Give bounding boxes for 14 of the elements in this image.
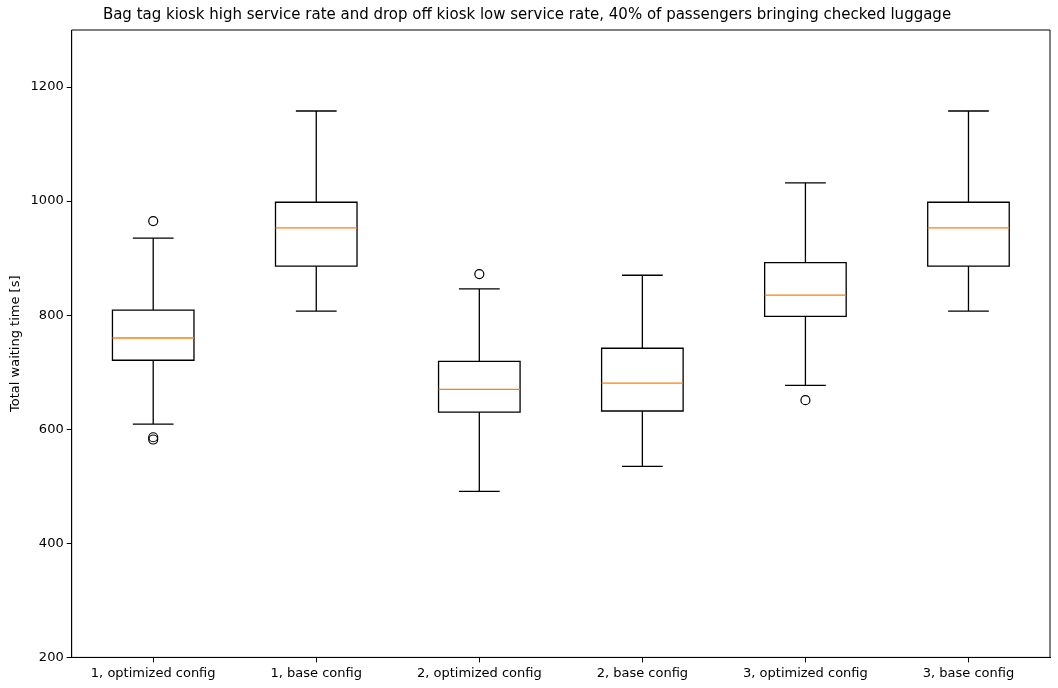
y-tick-label: 800 — [38, 306, 64, 322]
x-tick-label: 2, optimized config — [416, 664, 542, 680]
x-tick-label: 1, optimized config — [90, 664, 216, 680]
x-tick-label: 1, base config — [270, 664, 362, 680]
y-axis-title: Total waiting time [s] — [7, 275, 23, 413]
y-tick-label: 200 — [38, 648, 64, 664]
y-tick-label: 400 — [38, 534, 64, 550]
x-tick-label: 3, optimized config — [743, 664, 868, 680]
x-tick-label: 3, base config — [922, 664, 1015, 680]
chart-title: Bag tag kiosk high service rate and drop off kiosk low service rate, 40% of passengers bringing checked luggage — [102, 4, 952, 23]
y-tick-label: 600 — [38, 420, 64, 436]
y-tick-label: 1200 — [30, 78, 64, 94]
x-tick-label: 2, base config — [596, 664, 689, 680]
y-tick-label: 1000 — [30, 192, 64, 208]
